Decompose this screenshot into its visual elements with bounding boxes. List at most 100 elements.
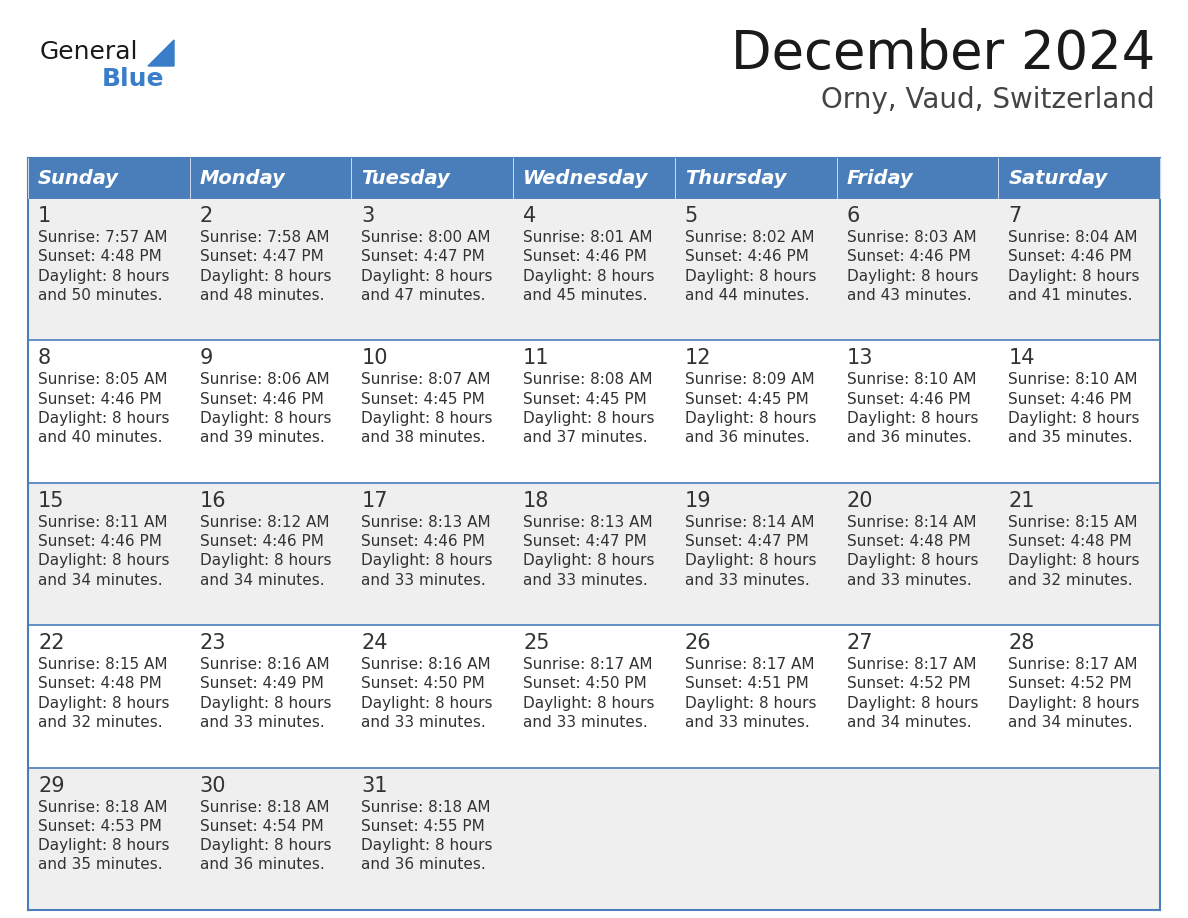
Text: Sunrise: 8:16 AM: Sunrise: 8:16 AM [200, 657, 329, 672]
Text: Sunrise: 8:16 AM: Sunrise: 8:16 AM [361, 657, 491, 672]
Text: Daylight: 8 hours: Daylight: 8 hours [523, 268, 655, 284]
Text: Daylight: 8 hours: Daylight: 8 hours [847, 268, 978, 284]
Text: and 34 minutes.: and 34 minutes. [200, 573, 324, 588]
Text: 1: 1 [38, 206, 51, 226]
Text: Sunrise: 8:17 AM: Sunrise: 8:17 AM [684, 657, 814, 672]
Text: Daylight: 8 hours: Daylight: 8 hours [684, 696, 816, 711]
Text: Monday: Monday [200, 169, 285, 187]
Text: 6: 6 [847, 206, 860, 226]
Bar [29, 158, 1159, 198]
Text: and 43 minutes.: and 43 minutes. [847, 287, 972, 303]
Text: 19: 19 [684, 491, 712, 510]
Text: Daylight: 8 hours: Daylight: 8 hours [1009, 411, 1139, 426]
Text: Sunrise: 8:17 AM: Sunrise: 8:17 AM [847, 657, 977, 672]
Text: and 37 minutes.: and 37 minutes. [523, 431, 647, 445]
Text: Daylight: 8 hours: Daylight: 8 hours [200, 554, 331, 568]
Text: Sunset: 4:50 PM: Sunset: 4:50 PM [361, 677, 485, 691]
Text: Daylight: 8 hours: Daylight: 8 hours [1009, 554, 1139, 568]
Text: and 33 minutes.: and 33 minutes. [200, 715, 324, 730]
Text: 9: 9 [200, 349, 213, 368]
Text: Sunrise: 8:18 AM: Sunrise: 8:18 AM [361, 800, 491, 814]
Text: 7: 7 [1009, 206, 1022, 226]
Text: and 33 minutes.: and 33 minutes. [523, 715, 647, 730]
Text: 15: 15 [38, 491, 64, 510]
Text: Daylight: 8 hours: Daylight: 8 hours [684, 268, 816, 284]
Text: Sunset: 4:47 PM: Sunset: 4:47 PM [200, 250, 323, 264]
Text: Sunset: 4:46 PM: Sunset: 4:46 PM [200, 392, 323, 407]
Text: Sunset: 4:46 PM: Sunset: 4:46 PM [38, 392, 162, 407]
Text: Sunset: 4:45 PM: Sunset: 4:45 PM [361, 392, 485, 407]
Text: 10: 10 [361, 349, 388, 368]
Text: Daylight: 8 hours: Daylight: 8 hours [684, 554, 816, 568]
Text: Sunset: 4:46 PM: Sunset: 4:46 PM [1009, 392, 1132, 407]
Text: and 35 minutes.: and 35 minutes. [38, 857, 163, 872]
Text: General: General [40, 40, 139, 64]
Text: Sunrise: 8:15 AM: Sunrise: 8:15 AM [1009, 515, 1138, 530]
Text: 4: 4 [523, 206, 537, 226]
Bar [29, 625, 1159, 767]
Text: Daylight: 8 hours: Daylight: 8 hours [361, 268, 493, 284]
Text: Sunset: 4:48 PM: Sunset: 4:48 PM [38, 677, 162, 691]
Text: Daylight: 8 hours: Daylight: 8 hours [1009, 696, 1139, 711]
Text: Sunrise: 8:08 AM: Sunrise: 8:08 AM [523, 373, 652, 387]
Text: Sunrise: 8:09 AM: Sunrise: 8:09 AM [684, 373, 815, 387]
Text: Daylight: 8 hours: Daylight: 8 hours [200, 838, 331, 853]
Text: Sunset: 4:46 PM: Sunset: 4:46 PM [200, 534, 323, 549]
Text: and 36 minutes.: and 36 minutes. [361, 857, 486, 872]
Text: and 32 minutes.: and 32 minutes. [38, 715, 163, 730]
Text: and 45 minutes.: and 45 minutes. [523, 287, 647, 303]
Text: Daylight: 8 hours: Daylight: 8 hours [361, 411, 493, 426]
Text: and 35 minutes.: and 35 minutes. [1009, 431, 1133, 445]
Bar [29, 198, 1159, 341]
Text: Sunset: 4:48 PM: Sunset: 4:48 PM [1009, 534, 1132, 549]
Text: and 34 minutes.: and 34 minutes. [847, 715, 972, 730]
Text: Daylight: 8 hours: Daylight: 8 hours [38, 696, 170, 711]
Text: and 48 minutes.: and 48 minutes. [200, 287, 324, 303]
Polygon shape [148, 40, 173, 66]
Text: and 32 minutes.: and 32 minutes. [1009, 573, 1133, 588]
Text: 3: 3 [361, 206, 374, 226]
Text: and 36 minutes.: and 36 minutes. [684, 431, 809, 445]
Text: Sunset: 4:51 PM: Sunset: 4:51 PM [684, 677, 809, 691]
Text: and 33 minutes.: and 33 minutes. [684, 715, 809, 730]
Text: Daylight: 8 hours: Daylight: 8 hours [523, 554, 655, 568]
Text: 16: 16 [200, 491, 227, 510]
Text: Sunset: 4:49 PM: Sunset: 4:49 PM [200, 677, 323, 691]
Text: Sunrise: 8:13 AM: Sunrise: 8:13 AM [523, 515, 652, 530]
Text: Sunset: 4:47 PM: Sunset: 4:47 PM [684, 534, 809, 549]
Text: Daylight: 8 hours: Daylight: 8 hours [38, 411, 170, 426]
Text: Tuesday: Tuesday [361, 169, 450, 187]
Text: Sunset: 4:47 PM: Sunset: 4:47 PM [523, 534, 647, 549]
Text: 26: 26 [684, 633, 712, 654]
Text: Daylight: 8 hours: Daylight: 8 hours [523, 411, 655, 426]
Text: and 33 minutes.: and 33 minutes. [361, 715, 486, 730]
Text: Sunrise: 8:03 AM: Sunrise: 8:03 AM [847, 230, 977, 245]
Text: Saturday: Saturday [1009, 169, 1107, 187]
Text: Sunset: 4:46 PM: Sunset: 4:46 PM [847, 392, 971, 407]
Text: and 36 minutes.: and 36 minutes. [200, 857, 324, 872]
Text: Sunset: 4:53 PM: Sunset: 4:53 PM [38, 819, 162, 834]
Text: 17: 17 [361, 491, 388, 510]
Text: and 36 minutes.: and 36 minutes. [847, 431, 972, 445]
Text: Friday: Friday [847, 169, 914, 187]
Text: Sunrise: 8:02 AM: Sunrise: 8:02 AM [684, 230, 814, 245]
Text: Daylight: 8 hours: Daylight: 8 hours [523, 696, 655, 711]
Text: Blue: Blue [102, 67, 164, 91]
Text: and 41 minutes.: and 41 minutes. [1009, 287, 1133, 303]
Text: Sunset: 4:47 PM: Sunset: 4:47 PM [361, 250, 485, 264]
Text: Sunset: 4:45 PM: Sunset: 4:45 PM [684, 392, 809, 407]
Bar [29, 341, 1159, 483]
Text: 21: 21 [1009, 491, 1035, 510]
Text: Sunrise: 8:18 AM: Sunrise: 8:18 AM [200, 800, 329, 814]
Text: Sunrise: 8:14 AM: Sunrise: 8:14 AM [684, 515, 814, 530]
Text: 29: 29 [38, 776, 64, 796]
Text: 5: 5 [684, 206, 699, 226]
Text: Sunrise: 8:18 AM: Sunrise: 8:18 AM [38, 800, 168, 814]
Text: Sunset: 4:50 PM: Sunset: 4:50 PM [523, 677, 647, 691]
Text: Sunrise: 8:00 AM: Sunrise: 8:00 AM [361, 230, 491, 245]
Text: Sunset: 4:46 PM: Sunset: 4:46 PM [38, 534, 162, 549]
Text: Daylight: 8 hours: Daylight: 8 hours [361, 696, 493, 711]
Text: Daylight: 8 hours: Daylight: 8 hours [847, 411, 978, 426]
Text: 14: 14 [1009, 349, 1035, 368]
Text: and 38 minutes.: and 38 minutes. [361, 431, 486, 445]
